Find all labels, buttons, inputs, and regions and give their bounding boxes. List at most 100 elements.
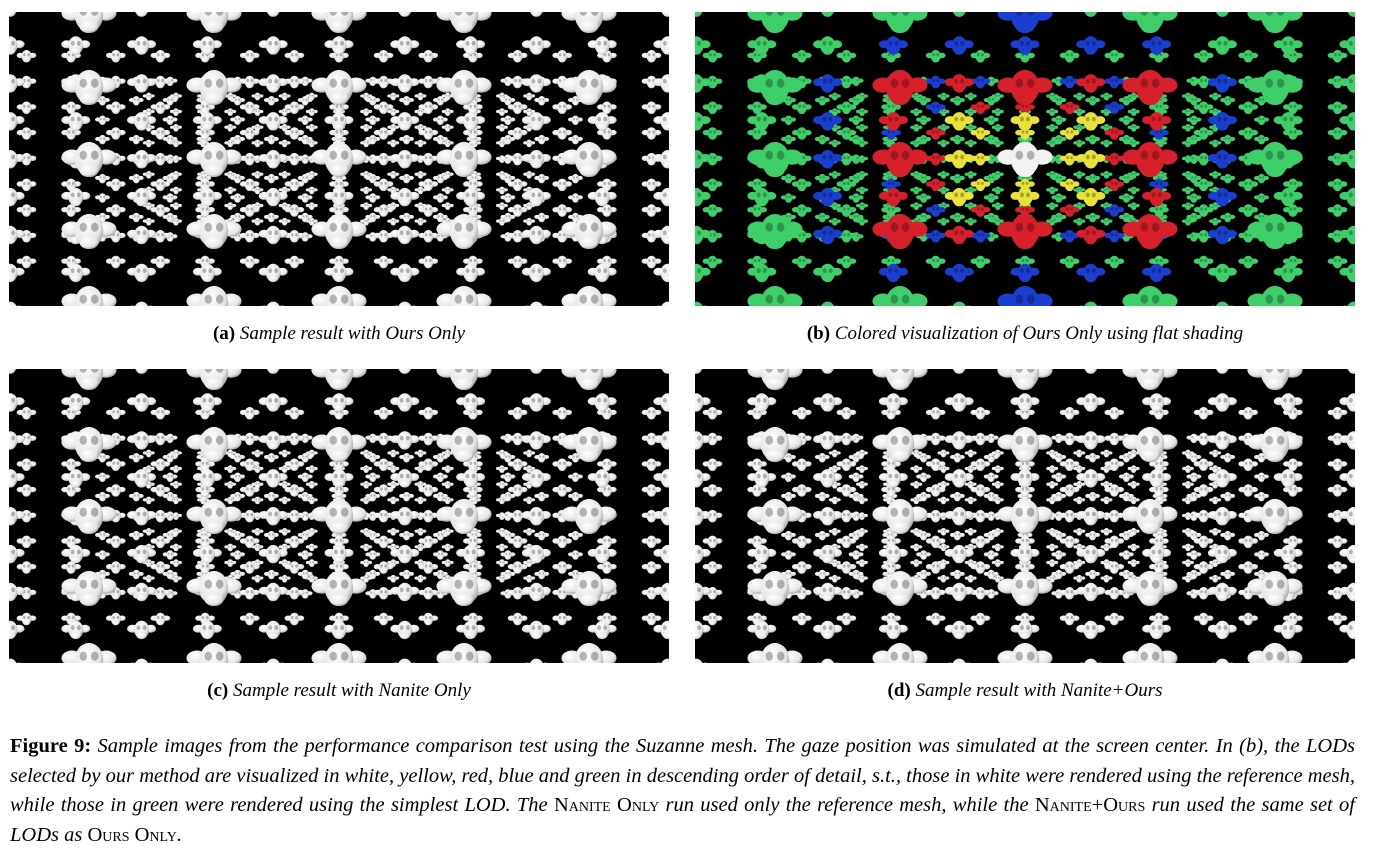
- monkey-head: [836, 127, 857, 140]
- monkey-head: [813, 187, 843, 207]
- monkey-head: [1122, 141, 1178, 178]
- monkey-head: [1118, 193, 1134, 203]
- monkey-head: [95, 550, 110, 560]
- monkey-head: [230, 550, 246, 560]
- monkey-head: [251, 480, 264, 489]
- monkey-head: [1142, 393, 1172, 412]
- suzanne-lod-visualization: [695, 12, 1355, 306]
- monkey-head: [1085, 173, 1101, 184]
- monkey-head: [305, 108, 318, 116]
- monkey-head: [418, 458, 439, 472]
- monkey-head: [1073, 170, 1086, 179]
- monkey-head: [95, 212, 110, 223]
- monkey-head: [128, 134, 144, 145]
- monkey-head: [305, 123, 318, 132]
- monkey-head: [1051, 134, 1067, 145]
- monkey-head: [1118, 173, 1134, 184]
- monkey-head: [507, 127, 528, 140]
- monkey-head: [500, 452, 516, 463]
- monkey-head: [128, 212, 144, 223]
- monkey-head: [365, 95, 381, 106]
- monkey-head: [239, 255, 260, 269]
- monkey-head: [814, 95, 830, 106]
- monkey-head: [1238, 178, 1259, 192]
- monkey-head: [836, 406, 857, 420]
- monkey-head: [500, 491, 516, 502]
- monkey-head: [432, 491, 448, 502]
- monkey-head: [360, 559, 373, 567]
- monkey-head: [105, 484, 126, 497]
- monkey-head: [329, 127, 349, 140]
- monkey-head: [983, 115, 999, 125]
- monkey-head: [393, 301, 417, 306]
- monkey-head: [991, 559, 1004, 567]
- monkey-head: [418, 152, 439, 166]
- monkey-head: [925, 204, 946, 217]
- suzanne-grid-render: [9, 369, 669, 663]
- monkey-head: [1327, 484, 1348, 497]
- monkey-head: [964, 123, 977, 132]
- monkey-head: [150, 458, 171, 472]
- monkey-head: [239, 458, 260, 472]
- monkey-head: [398, 12, 412, 17]
- monkey-head: [387, 139, 400, 148]
- monkey-head: [305, 202, 318, 210]
- monkey-head: [1118, 212, 1134, 223]
- monkey-head: [1220, 173, 1236, 184]
- monkey-head: [916, 173, 932, 184]
- monkey-head: [414, 139, 427, 148]
- monkey-head: [991, 123, 1004, 132]
- monkey-head: [373, 101, 394, 115]
- suzanne-grid-render: [695, 369, 1355, 663]
- monkey-head: [1186, 491, 1202, 502]
- monkey-head: [1059, 127, 1080, 140]
- monkey-head: [997, 642, 1053, 663]
- monkey-head: [251, 92, 264, 101]
- monkey-head: [747, 393, 777, 412]
- monkey-head: [441, 186, 454, 195]
- monkey-head: [916, 452, 932, 463]
- monkey-head: [61, 187, 91, 207]
- monkey-head: [856, 465, 868, 473]
- monkey-head: [251, 527, 264, 536]
- monkey-head: [947, 658, 971, 663]
- monkey-head: [964, 574, 977, 583]
- monkey-head: [1051, 212, 1067, 223]
- monkey-head: [983, 569, 999, 580]
- monkey-head: [432, 95, 448, 106]
- monkey-head: [9, 507, 25, 526]
- monkey-head: [1283, 406, 1303, 420]
- monkey-head: [284, 586, 305, 600]
- monkey-head: [944, 393, 974, 412]
- monkey-head: [186, 426, 242, 463]
- monkey-head: [1273, 263, 1303, 283]
- monkey-head: [441, 559, 454, 567]
- monkey-head: [1211, 301, 1234, 306]
- monkey-head: [61, 469, 91, 488]
- monkey-head: [552, 255, 573, 269]
- monkey-head: [61, 393, 91, 412]
- monkey-head: [781, 134, 796, 145]
- monkey-head: [284, 152, 305, 166]
- monkey-head: [278, 170, 291, 179]
- monkey-head: [1209, 559, 1222, 567]
- monkey-head: [263, 212, 279, 223]
- monkey-head: [1186, 530, 1202, 541]
- monkey-head: [1254, 491, 1269, 502]
- monkey-head: [813, 225, 843, 245]
- monkey-head: [1207, 469, 1237, 488]
- render-panel-b: [695, 12, 1355, 306]
- monkey-head: [1051, 452, 1067, 463]
- monkey-head: [561, 498, 617, 535]
- monkey-head: [523, 139, 536, 148]
- monkey-head: [781, 530, 796, 541]
- monkey-head: [878, 187, 908, 207]
- monkey-head: [258, 620, 288, 640]
- monkey-head: [747, 642, 803, 663]
- monkey-head: [695, 620, 711, 640]
- monkey-head: [983, 193, 999, 203]
- monkey-head: [284, 229, 305, 243]
- monkey-head: [162, 212, 178, 223]
- monkey-head: [360, 202, 373, 210]
- monkey-head: [1073, 92, 1086, 101]
